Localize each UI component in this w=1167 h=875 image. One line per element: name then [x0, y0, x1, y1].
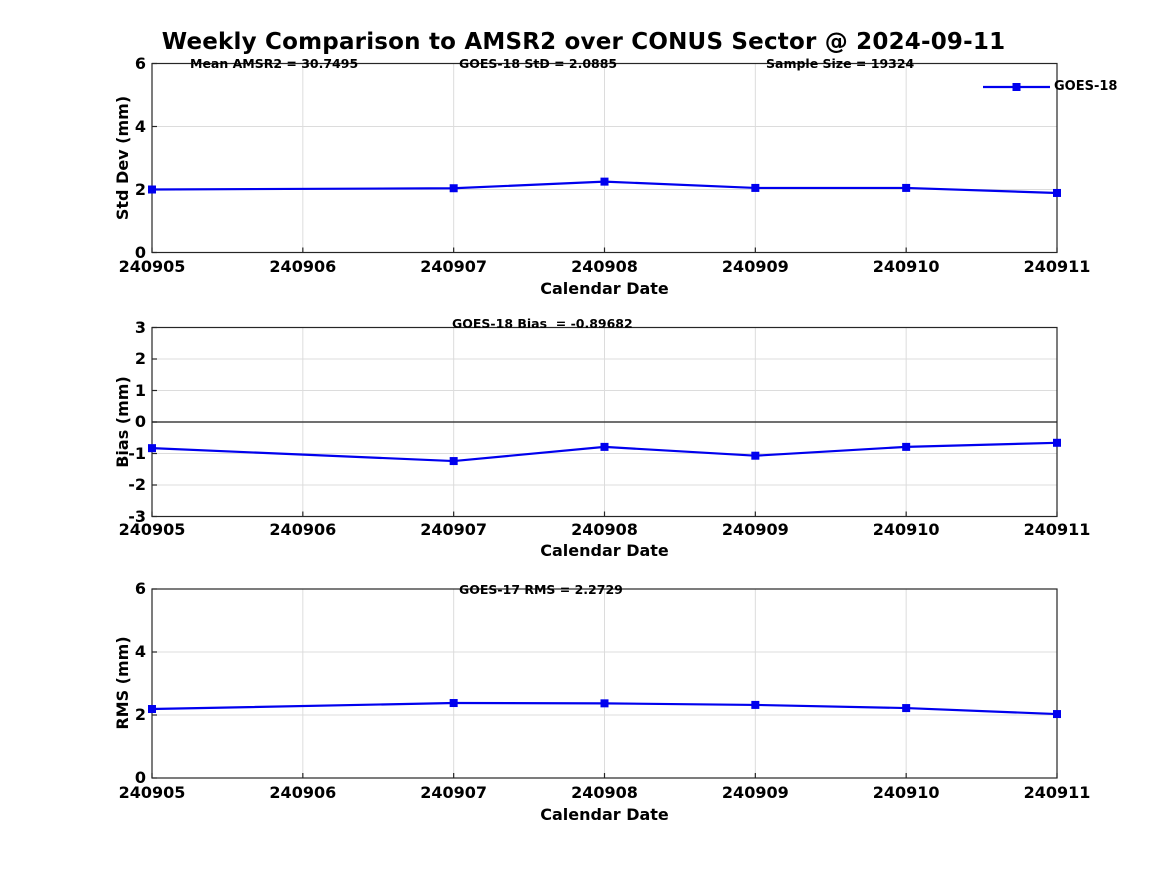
x-tick-label: 240908	[571, 257, 638, 276]
annotation-mean-amsr2: Mean AMSR2 = 30.7495	[190, 56, 359, 71]
data-marker-goes-18	[449, 457, 458, 466]
y-axis-label-rms: RMS (mm)	[113, 636, 132, 730]
y-tick-label: -1	[128, 443, 146, 463]
annotation-goes17-rms: GOES-17 RMS = 2.2729	[459, 582, 623, 597]
x-tick-label: 240910	[872, 783, 940, 802]
x-tick-label: 240907	[420, 783, 488, 802]
data-marker-goes-18	[751, 183, 760, 192]
x-tick-label: 240910	[872, 520, 940, 539]
x-tick-label: 240909	[721, 783, 789, 802]
data-marker-goes-18	[148, 444, 156, 453]
y-tick-label: 0	[134, 242, 146, 262]
data-line-goes-18	[151, 441, 1058, 463]
x-tick-label: 240910	[872, 257, 940, 276]
data-marker-goes-18	[1053, 188, 1061, 197]
x-axis-label-calendar-date: Calendar Date	[540, 805, 669, 824]
data-marker-goes-18	[902, 704, 911, 713]
x-tick-label: 240909	[721, 520, 789, 539]
x-tick-label: 240908	[571, 520, 638, 539]
annotation-goes18-bias: GOES-18 Bias = -0.89682	[452, 316, 633, 331]
x-tick-label: 240905	[118, 783, 186, 802]
data-marker-goes-18	[148, 185, 156, 194]
data-marker-goes-18	[148, 705, 156, 714]
y-axis-label-std-dev: Std Dev (mm)	[113, 95, 132, 221]
x-tick-label: 240911	[1023, 520, 1091, 539]
data-line-goes-18	[151, 701, 1058, 716]
y-tick-label: 6	[134, 53, 146, 73]
y-tick-label: 6	[134, 579, 146, 598]
annotation-goes18-std: GOES-18 StD = 2.0885	[459, 56, 618, 71]
x-tick-label: 240905	[118, 520, 186, 539]
y-tick-label: 2	[134, 179, 146, 199]
data-line-goes-18	[151, 180, 1058, 195]
data-marker-goes-18	[449, 184, 458, 193]
x-tick-label: 240906	[269, 257, 337, 276]
x-axis-label-calendar-date: Calendar Date	[540, 279, 669, 298]
data-marker-goes-18	[902, 183, 911, 192]
data-marker-goes-18	[600, 442, 609, 451]
data-marker-goes-18	[1053, 438, 1061, 447]
x-tick-label: 240911	[1023, 783, 1091, 802]
y-tick-label: 0	[134, 412, 146, 431]
y-tick-label: 2	[134, 705, 146, 724]
data-marker-goes-18	[600, 699, 609, 708]
legend-key-marker	[1012, 83, 1021, 91]
data-marker-goes-18	[1053, 710, 1061, 719]
data-marker-goes-18	[449, 699, 458, 708]
chart-title: Weekly Comparison to AMSR2 over CONUS Se…	[161, 29, 1006, 55]
x-tick-label: 240908	[571, 783, 638, 802]
x-axis-label-calendar-date: Calendar Date	[540, 541, 669, 560]
x-tick-label: 240911	[1023, 257, 1091, 276]
y-tick-label: 4	[134, 642, 146, 661]
x-tick-label: 240906	[269, 783, 337, 802]
y-tick-label: 4	[134, 116, 146, 136]
annotation-sample-size: Sample Size = 19324	[766, 56, 915, 71]
y-tick-label: 0	[134, 768, 146, 787]
data-marker-goes-18	[751, 700, 760, 709]
data-marker-goes-18	[600, 177, 609, 186]
legend-label-goes18: GOES-18	[1054, 79, 1118, 94]
y-tick-label: -3	[128, 506, 146, 526]
x-tick-label: 240906	[269, 520, 337, 539]
x-tick-label: 240905	[118, 257, 186, 276]
y-tick-label: -2	[128, 475, 146, 494]
data-marker-goes-18	[751, 451, 760, 460]
data-marker-goes-18	[902, 442, 911, 451]
x-tick-label: 240907	[420, 520, 488, 539]
y-tick-label: 2	[134, 349, 146, 368]
y-tick-label: 1	[134, 380, 146, 400]
x-tick-label: 240909	[721, 257, 789, 276]
x-tick-label: 240907	[420, 257, 488, 276]
y-tick-label: 3	[134, 317, 146, 337]
